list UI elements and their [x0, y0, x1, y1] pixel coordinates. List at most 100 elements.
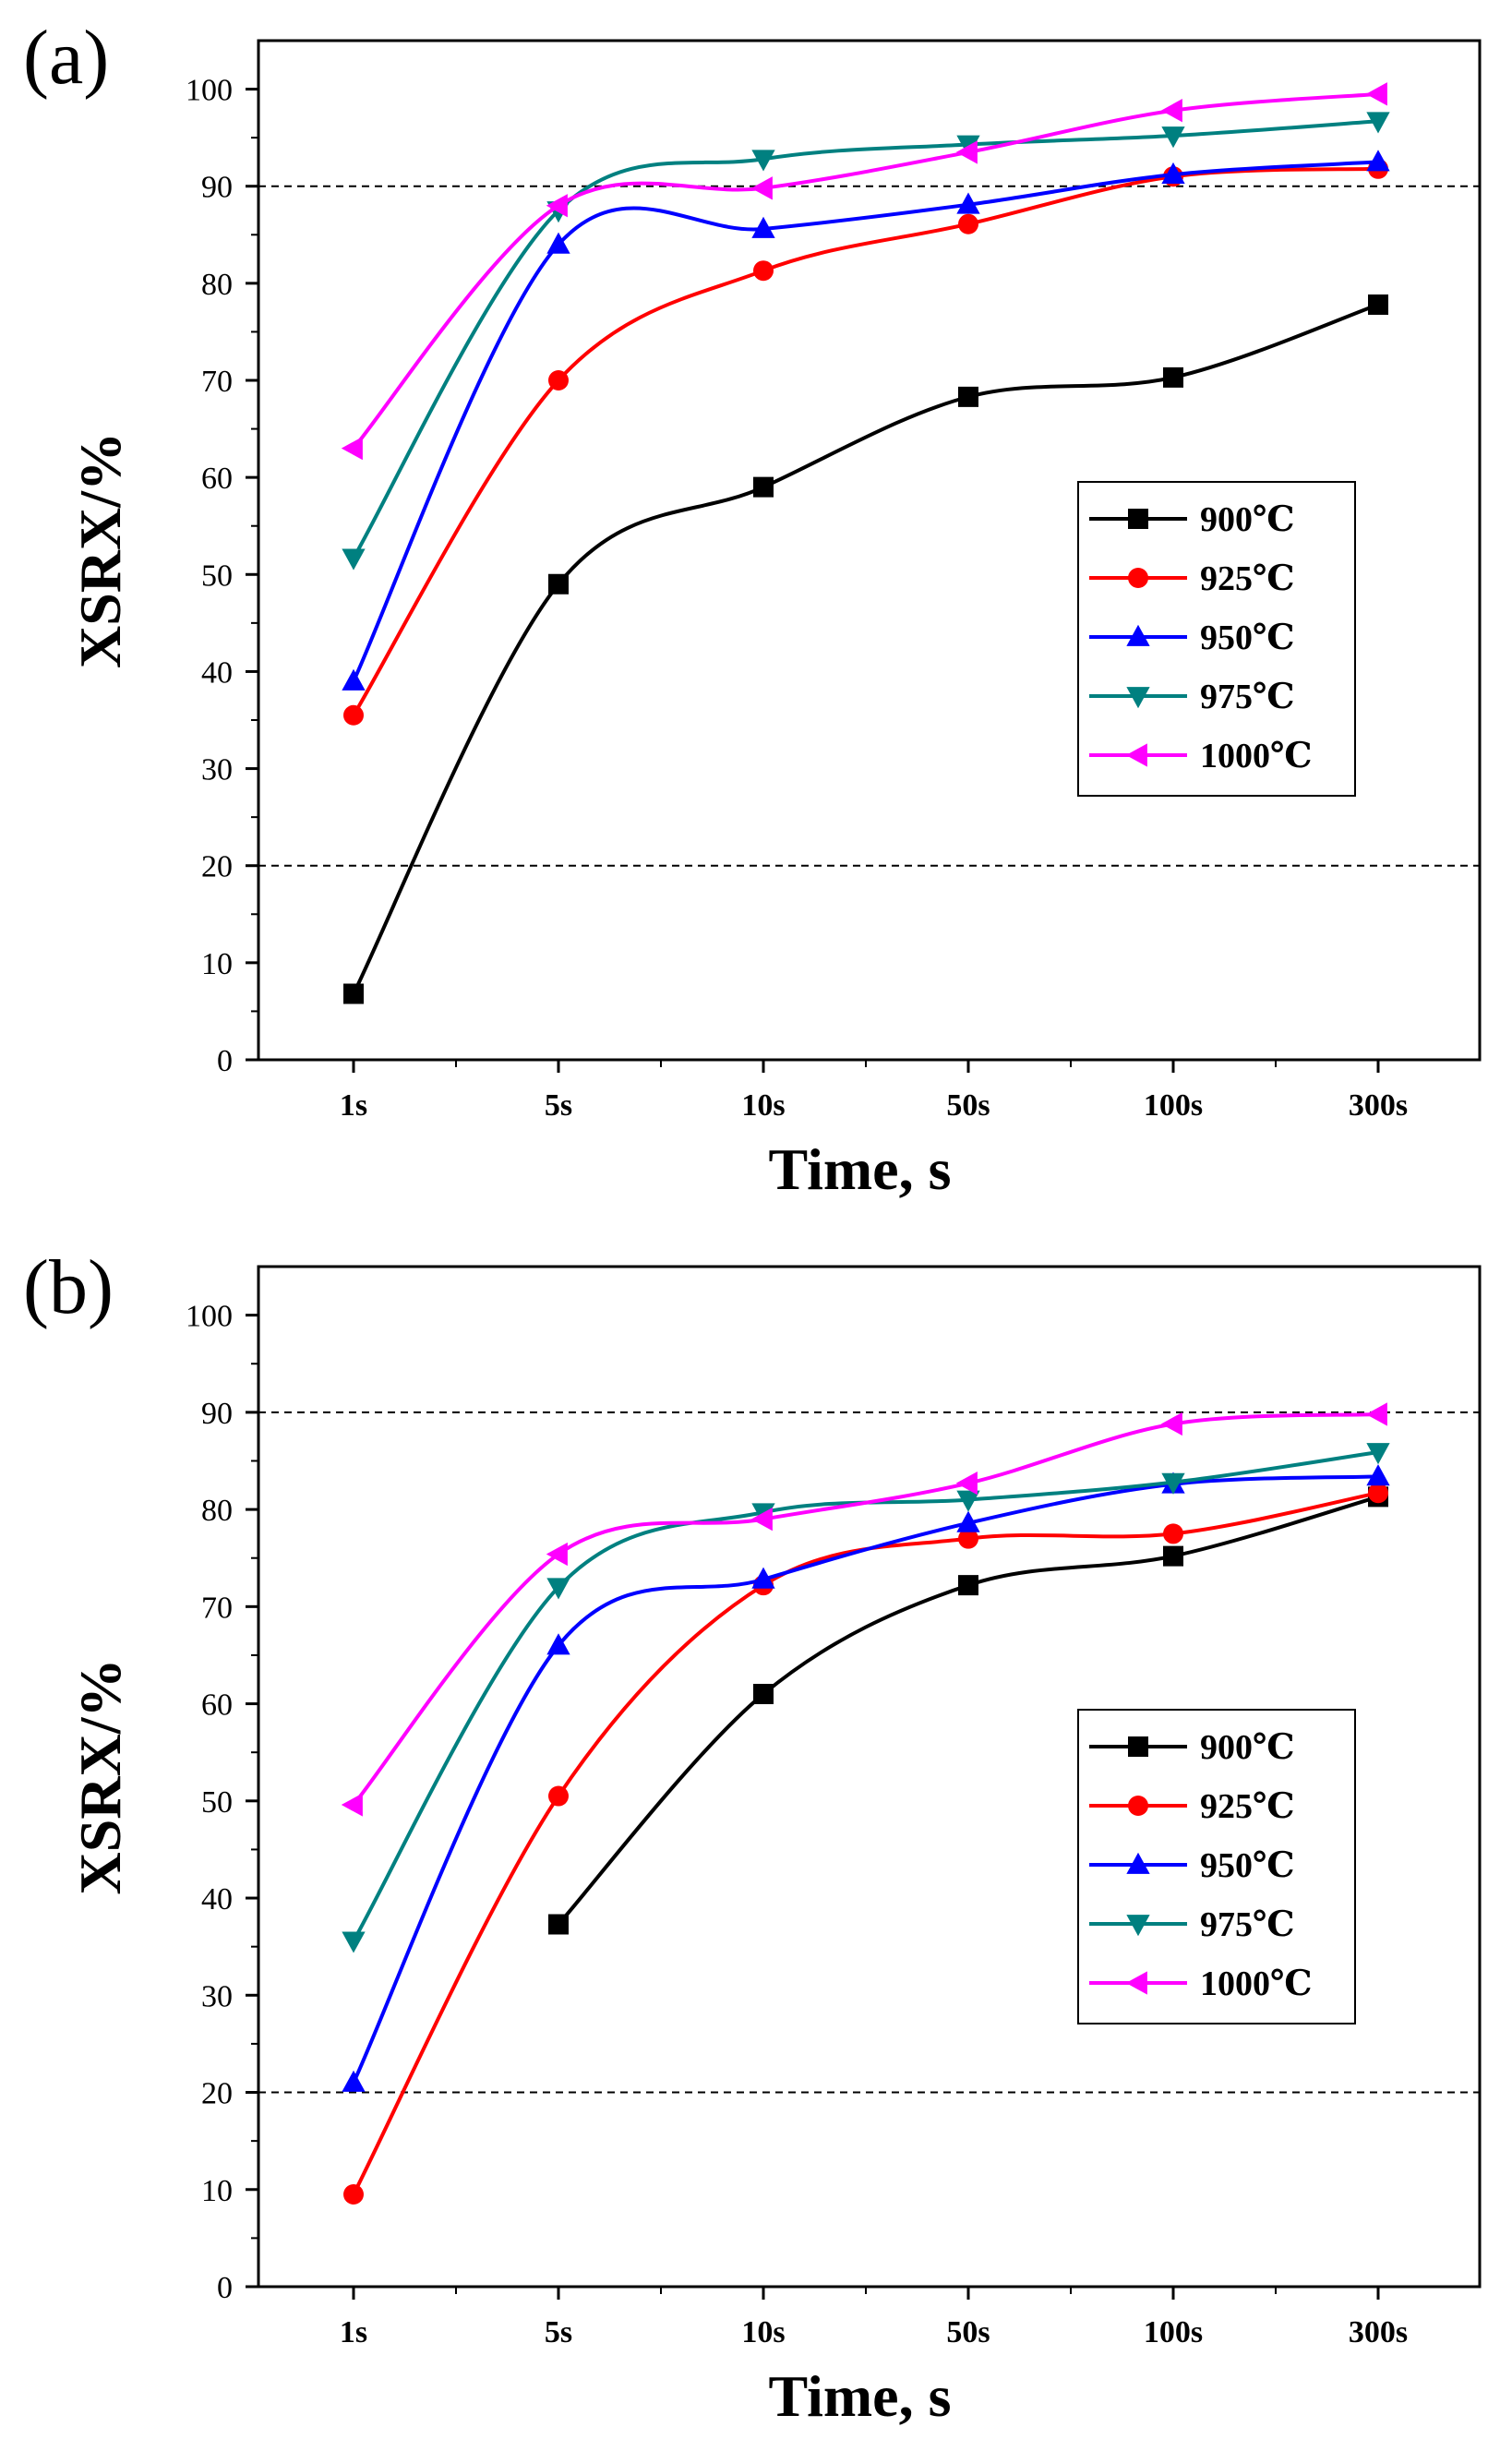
data-point [546, 1578, 570, 1600]
data-point [342, 548, 366, 571]
data-point [1366, 1464, 1390, 1486]
legend: 900℃ 925℃ 950℃ 975℃ 1000℃ [1077, 1709, 1356, 2024]
data-point [750, 176, 773, 200]
chart-panel-a: (a) 0 10 20 30 40 50 60 70 80 90 100 1s 5s 10s 50s 100s 3… [23, 15, 1482, 1202]
legend-marker [1126, 624, 1150, 646]
data-point [546, 1633, 570, 1655]
y-tick-label: 70 [201, 365, 233, 399]
panel-label: (b) [23, 1244, 114, 1330]
data-point [1163, 1545, 1183, 1567]
legend-marker [1128, 1796, 1148, 1816]
legend-marker [1128, 509, 1148, 529]
data-point [342, 1931, 366, 1953]
series-3 [342, 1443, 1390, 1953]
data-point [1160, 1412, 1182, 1436]
x-tick-label: 100s [1144, 1088, 1203, 1123]
data-point [753, 260, 774, 282]
series-line [352, 1412, 1379, 1807]
legend-marker [1125, 743, 1147, 767]
data-point [343, 704, 364, 726]
x-tick-label: 1s [340, 1088, 367, 1123]
legend: 900℃ 925℃ 950℃ 975℃ 1000℃ [1077, 481, 1356, 797]
data-point [342, 2070, 366, 2092]
plot-frame [257, 39, 1482, 1062]
y-tick-label: 10 [201, 947, 233, 981]
legend-marker [1128, 1736, 1148, 1757]
data-point [1365, 1402, 1387, 1426]
legend-label: 950℃ [1200, 619, 1295, 657]
y-tick-label: 90 [201, 1397, 233, 1431]
y-axis-title: XSRX/% [67, 1658, 133, 1894]
series-4 [341, 82, 1387, 461]
data-point [1368, 294, 1388, 315]
data-point [955, 1472, 978, 1496]
y-tick-label: 40 [201, 655, 233, 690]
y-tick-label: 100 [186, 74, 233, 108]
data-point [956, 192, 980, 214]
y-axis-title: XSRX/% [67, 432, 133, 668]
data-point [546, 232, 570, 254]
data-point [1365, 82, 1387, 106]
series-2 [342, 150, 1390, 691]
x-tick-label: 10s [741, 1088, 785, 1123]
series-0 [343, 294, 1388, 1004]
data-point [343, 2184, 364, 2205]
legend-marker [1126, 687, 1150, 709]
data-point [955, 140, 978, 164]
y-tick-label: 60 [201, 1688, 233, 1723]
data-point [548, 1785, 569, 1807]
data-point [958, 386, 978, 407]
series-4 [341, 1402, 1387, 1817]
data-point [753, 1684, 774, 1705]
data-point [548, 1914, 569, 1935]
y-tick-label: 70 [201, 1591, 233, 1625]
data-point [1161, 1472, 1185, 1495]
data-point [1368, 1483, 1388, 1504]
x-tick-label: 300s [1349, 1088, 1408, 1123]
x-tick-label: 50s [946, 1088, 990, 1123]
x-tick-label: 5s [545, 2315, 572, 2349]
y-tick-label: 80 [201, 268, 233, 302]
legend-label: 975℃ [1200, 1905, 1295, 1944]
y-tick-label: 40 [201, 1882, 233, 1916]
data-point [546, 194, 568, 218]
data-point [751, 216, 775, 238]
panel-label: (a) [23, 15, 109, 101]
y-tick-label: 0 [217, 1044, 233, 1078]
data-point [1161, 162, 1185, 184]
data-point [548, 370, 569, 390]
data-point [753, 476, 774, 498]
x-tick-label: 300s [1349, 2315, 1408, 2349]
x-tick-label: 50s [946, 2315, 990, 2349]
data-point [546, 1542, 568, 1567]
y-tick-label: 20 [201, 2077, 233, 2111]
x-tick-label: 5s [545, 1088, 572, 1123]
data-point [958, 213, 978, 234]
series-line [352, 91, 1379, 450]
y-tick-label: 50 [201, 559, 233, 593]
legend-label: 975℃ [1200, 678, 1295, 716]
legend-label: 900℃ [1200, 500, 1295, 539]
data-point [751, 150, 775, 172]
data-point [956, 1510, 980, 1532]
x-tick-label: 10s [741, 2315, 785, 2349]
plot-frame [257, 1265, 1482, 2289]
y-tick-label: 30 [201, 753, 233, 787]
data-point [1163, 1523, 1183, 1544]
x-axis-title: Time, s [769, 2363, 952, 2429]
data-point [1160, 99, 1182, 123]
chart-panel-b: (b) 0 10 20 30 40 50 60 70 80 90 100 1s 5s 10s 50s 100s 3… [23, 1244, 1482, 2429]
legend-marker [1126, 1852, 1150, 1874]
y-tick-label: 80 [201, 1494, 233, 1528]
y-tick-label: 30 [201, 1979, 233, 2013]
data-point [1366, 1443, 1390, 1465]
y-tick-label: 50 [201, 1785, 233, 1820]
data-point [1366, 112, 1390, 134]
legend-marker [1126, 1915, 1150, 1937]
data-point [1366, 150, 1390, 172]
y-tick-label: 90 [201, 171, 233, 205]
legend-label: 1000℃ [1200, 737, 1313, 775]
data-point [751, 1567, 775, 1589]
data-point [1163, 366, 1183, 388]
data-point [548, 573, 569, 595]
